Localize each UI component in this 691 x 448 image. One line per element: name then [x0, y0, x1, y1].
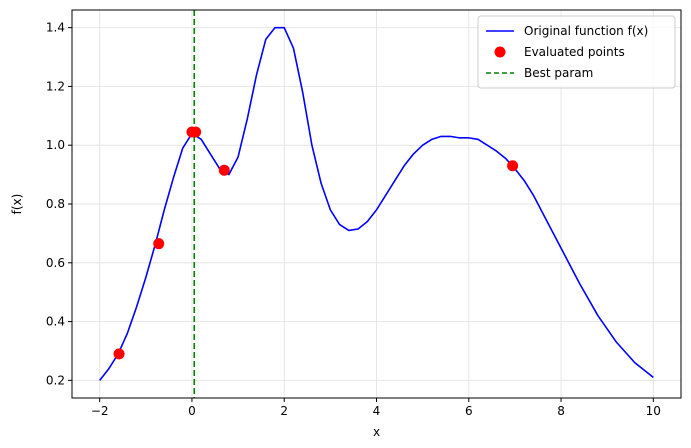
plot-layer — [99, 10, 654, 398]
x-tick-label: −2 — [91, 404, 109, 418]
x-axis-title: x — [373, 425, 380, 439]
x-tick-label: 4 — [373, 404, 381, 418]
evaluated-point — [218, 164, 230, 176]
y-tick-label: 1.2 — [46, 79, 65, 93]
tick-layer: −2 0 2 4 6 8 10 0.2 0.4 0.6 0.8 1.0 1.2 1.4 — [46, 21, 661, 418]
legend-point-marker — [494, 46, 506, 58]
y-tick-label: 0.6 — [46, 256, 65, 270]
y-axis-title: f(x) — [10, 194, 24, 215]
legend-label-best-param: Best param — [524, 66, 593, 80]
evaluated-point — [507, 160, 519, 172]
legend-box — [477, 15, 676, 89]
y-tick-label: 0.4 — [46, 315, 65, 329]
x-tick-label: 2 — [280, 404, 288, 418]
evaluated-point — [190, 126, 202, 138]
x-tick-label: 8 — [557, 404, 565, 418]
x-tick-label: 0 — [188, 404, 196, 418]
evaluated-point — [153, 238, 165, 250]
x-tick-label: 10 — [646, 404, 661, 418]
x-tick-label: 6 — [465, 404, 473, 418]
y-tick-label: 0.8 — [46, 197, 65, 211]
legend: Original function f(x) Evaluated points … — [477, 15, 676, 89]
legend-label-original-function: Original function f(x) — [524, 24, 648, 38]
legend-label-evaluated-points: Evaluated points — [524, 45, 625, 59]
series-line-original-function — [99, 26, 654, 381]
y-tick-label: 1.0 — [46, 138, 65, 152]
y-tick-label: 1.4 — [46, 21, 65, 35]
y-tick-label: 0.2 — [46, 373, 65, 387]
evaluated-point — [113, 348, 125, 360]
